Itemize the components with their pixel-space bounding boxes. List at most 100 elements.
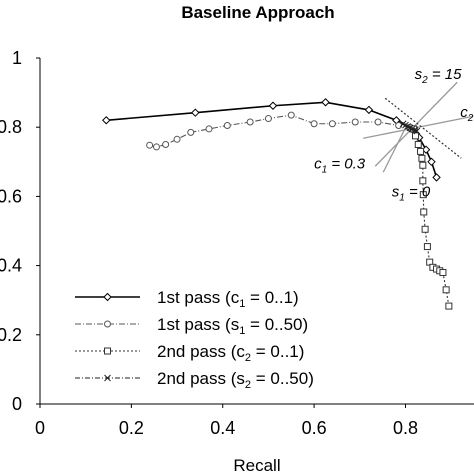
y-tick-label: 0.2 <box>0 325 22 345</box>
data-point <box>287 111 295 119</box>
series-4 <box>399 120 421 135</box>
axes: 0 0.2 0.4 0.6 0.8 0 0.2 0.4 0.6 0.8 1 <box>0 48 474 438</box>
data-point <box>418 154 426 162</box>
x-tick-label: 0 <box>35 418 45 438</box>
circle-marker <box>246 118 254 126</box>
legend-label: 2nd pass (c2 = 0..1) <box>157 342 304 364</box>
x-tick-label: 0.6 <box>302 418 327 438</box>
legend-label: 2nd pass (s2 = 0..50) <box>157 369 314 391</box>
data-point <box>246 118 254 126</box>
annotation-subscript: 2 <box>421 75 428 86</box>
legend-label-text: 1st pass (c <box>157 288 240 307</box>
x-axis-label: Recall <box>233 456 280 474</box>
y-tick-label: 0.6 <box>0 186 22 206</box>
legend-item: 2nd pass (s2 = 0..50) <box>75 369 314 391</box>
guide-line-c1 <box>384 97 462 159</box>
data-point <box>191 108 200 117</box>
data-point <box>421 225 429 233</box>
x-marker-stroke <box>408 125 416 133</box>
series-2 <box>146 111 419 151</box>
data-point <box>374 118 382 126</box>
threshold-annotation: s2 = 15 <box>415 66 462 86</box>
data-point <box>264 115 272 123</box>
circle-marker <box>162 141 170 148</box>
data-point <box>328 120 336 128</box>
annotation-subscript: 2 <box>467 113 474 124</box>
square-marker <box>419 177 427 185</box>
square-marker <box>439 269 447 277</box>
data-point <box>417 147 425 155</box>
legend-label-text: = 0..50) <box>245 315 308 334</box>
data-point <box>420 208 428 216</box>
data-point <box>439 269 447 277</box>
data-point <box>395 121 403 129</box>
data-point <box>310 120 318 128</box>
data-point <box>442 286 450 294</box>
diamond-marker <box>321 98 330 107</box>
guide-line-c2 <box>363 115 474 139</box>
data-point <box>268 101 278 110</box>
circle-marker <box>374 118 382 126</box>
square-marker <box>419 161 427 169</box>
circle-marker <box>104 320 111 328</box>
annotation-subscript: 1 <box>399 192 405 203</box>
x-marker-stroke <box>399 120 407 128</box>
data-point <box>414 141 422 148</box>
chart-title: Baseline Approach <box>181 3 334 22</box>
series-1 <box>102 98 441 182</box>
legend-label-text: 2nd pass (s <box>157 369 245 388</box>
data-point <box>102 116 111 125</box>
x-marker-stroke <box>402 121 409 129</box>
data-point <box>419 161 427 169</box>
square-marker <box>419 191 427 199</box>
data-point <box>445 302 453 310</box>
x-tick-label: 0.4 <box>210 418 235 438</box>
data-point <box>173 135 181 143</box>
circle-marker <box>351 118 359 126</box>
circle-marker <box>287 111 295 119</box>
series-3 <box>410 125 453 310</box>
square-marker <box>442 286 450 294</box>
circle-marker <box>152 143 160 151</box>
data-point <box>419 191 427 199</box>
legend-label-text: = 0..1) <box>251 342 304 361</box>
legend-label-subscript: 1 <box>239 325 245 337</box>
threshold-annotation: s1 = 0 <box>392 183 431 203</box>
annotation-value: = 0 <box>405 183 431 200</box>
legend-label-text: = 0..1) <box>245 288 298 307</box>
y-tick-label: 1 <box>12 48 22 68</box>
circle-marker <box>146 141 154 149</box>
legend-label-text: 2nd pass (c <box>157 342 245 361</box>
y-tick-label: 0.8 <box>0 117 22 137</box>
x-tick-label: 0.8 <box>393 418 418 438</box>
guide-line-s1 <box>382 123 408 173</box>
x-marker-stroke <box>406 124 414 132</box>
circle-marker <box>310 120 318 128</box>
y-tick-label: 0 <box>12 394 22 414</box>
data-point <box>413 127 421 135</box>
data-point <box>419 177 427 185</box>
annotation-subscript: 1 <box>322 165 328 176</box>
data-point <box>321 98 330 107</box>
data-point <box>146 141 154 149</box>
threshold-annotation: c2 <box>460 104 474 124</box>
data-point <box>152 143 160 151</box>
square-marker <box>418 154 426 162</box>
legend-item: 1st pass (s1 = 0..50) <box>75 315 308 337</box>
data-point <box>351 118 359 126</box>
legend-label-text: = 0..50) <box>251 369 314 388</box>
data-point <box>432 173 441 182</box>
annotation-symbol: s <box>392 183 400 200</box>
data-point <box>104 374 111 382</box>
circle-marker <box>328 120 336 128</box>
circle-marker <box>223 121 231 129</box>
annotation-symbol: c <box>460 104 468 121</box>
diamond-marker <box>432 173 441 182</box>
diamond-marker <box>427 157 436 167</box>
annotation-symbol: c <box>314 156 322 173</box>
diamond-marker <box>191 108 200 117</box>
legend-label: 1st pass (s1 = 0..50) <box>157 315 308 337</box>
guide-line-s2 <box>374 81 458 167</box>
circle-marker <box>187 128 195 136</box>
